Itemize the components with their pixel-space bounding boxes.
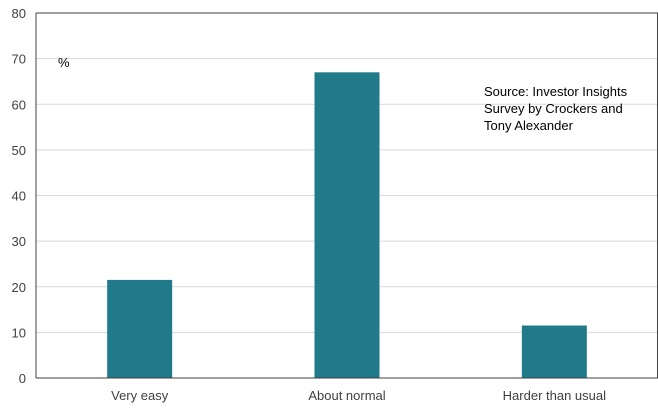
y-tick-label-40: 40 — [12, 189, 26, 204]
bar-very-easy — [107, 279, 173, 378]
bar-about-normal — [314, 72, 380, 378]
y-tick-label-0: 0 — [19, 371, 26, 386]
x-tick-label-about-normal: About normal — [308, 388, 385, 403]
source-line-1: Source: Investor Insights — [484, 84, 628, 99]
y-tick-label-80: 80 — [12, 6, 26, 21]
source-line-3: Tony Alexander — [484, 118, 574, 133]
x-tick-label-very-easy: Very easy — [111, 388, 169, 403]
bar-harder-than-usual — [521, 325, 587, 378]
unit-label: % — [58, 55, 70, 70]
y-tick-label-30: 30 — [12, 234, 26, 249]
y-axis-ticks: 0 10 20 30 40 50 60 70 80 — [12, 6, 26, 386]
x-tick-label-harder-than-usual: Harder than usual — [503, 388, 606, 403]
source-line-2: Survey by Crockers and — [484, 101, 623, 116]
y-tick-label-10: 10 — [12, 325, 26, 340]
y-tick-label-50: 50 — [12, 143, 26, 158]
y-tick-label-70: 70 — [12, 52, 26, 67]
source-annotation: Source: Investor Insights Survey by Croc… — [484, 84, 631, 133]
bars — [107, 72, 587, 378]
y-tick-label-20: 20 — [12, 280, 26, 295]
y-tick-label-60: 60 — [12, 97, 26, 112]
x-axis-labels: Very easy About normal Harder than usual — [111, 388, 606, 403]
